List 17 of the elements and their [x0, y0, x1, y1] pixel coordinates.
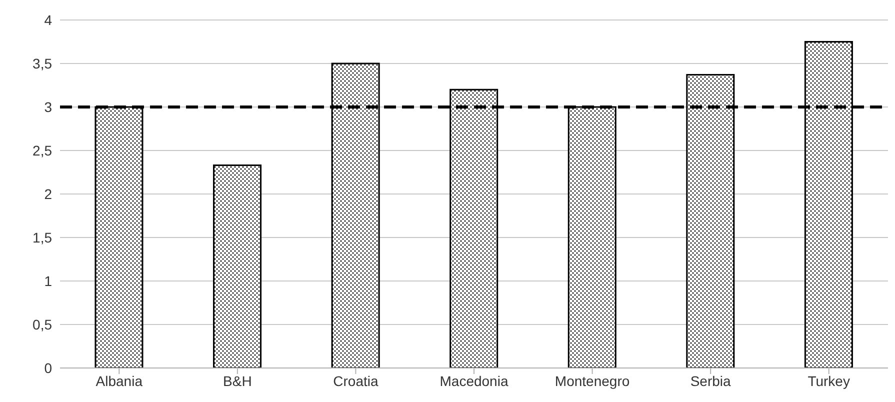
y-tick-label: 4 — [44, 12, 52, 28]
x-tick-label: B&H — [223, 372, 252, 389]
y-tick-label: 3 — [44, 98, 52, 115]
y-tick-label: 3,5 — [32, 55, 52, 72]
x-tick-label: Serbia — [690, 372, 732, 389]
y-tick-label: 1,5 — [32, 229, 52, 246]
x-tick-label: Turkey — [808, 372, 850, 389]
x-tick-label: Albania — [96, 372, 143, 389]
y-tick-label: 0 — [44, 360, 52, 376]
y-tick-label: 1 — [44, 272, 52, 289]
y-tick-label: 2 — [44, 186, 52, 202]
y-tick-label: 2,5 — [32, 142, 52, 158]
x-tick-label: Macedonia — [440, 372, 508, 389]
x-tick-label: Montenegro — [554, 372, 630, 389]
bar — [213, 164, 262, 368]
x-tick-label: Croatia — [333, 372, 378, 389]
y-tick-label: 0,5 — [32, 316, 52, 332]
